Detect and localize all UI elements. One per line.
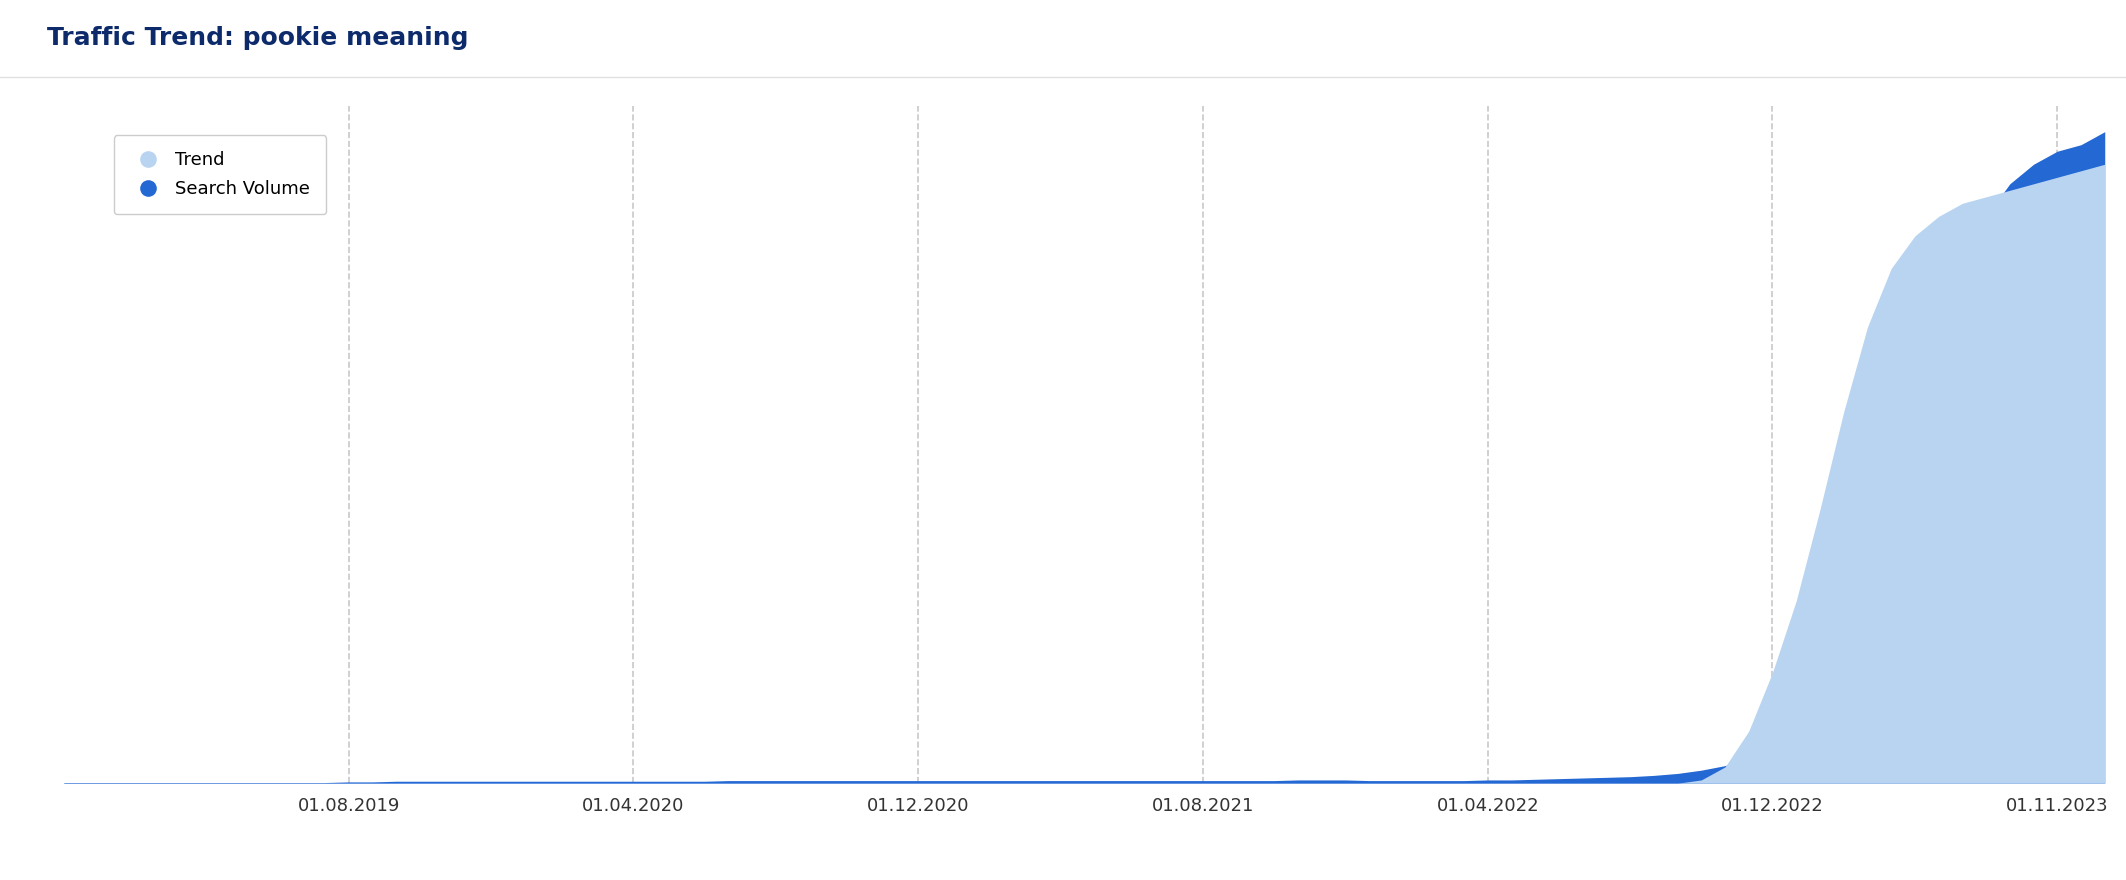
Legend: Trend, Search Volume: Trend, Search Volume — [113, 135, 325, 215]
Text: Traffic Trend: pookie meaning: Traffic Trend: pookie meaning — [47, 26, 468, 50]
